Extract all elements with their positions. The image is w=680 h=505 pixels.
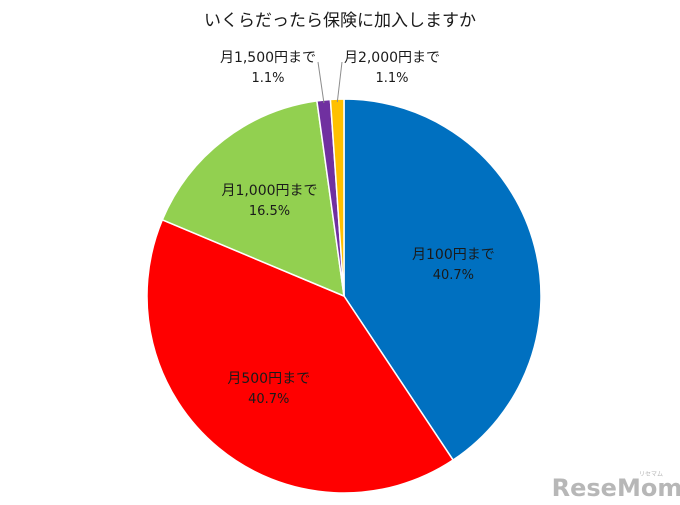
leader-line — [336, 61, 343, 103]
pie-slices — [146, 98, 542, 494]
leader-lines — [317, 61, 343, 104]
watermark-text: ReseMom — [552, 474, 680, 502]
leader-line — [317, 61, 325, 104]
resemom-logo: リセマム ReseMom — [552, 471, 680, 502]
slice-value-label: 1.1% — [251, 71, 284, 86]
slice-value-label: 16.5% — [249, 204, 290, 219]
slice-value-label: 1.1% — [375, 71, 408, 86]
chart-title: いくらだったら保険に加入しますか — [204, 11, 476, 31]
slice-label: 月1,500円まで — [220, 50, 316, 66]
slice-labels: 月100円まで 40.7% 月500円まで 40.7% 月1,000円まで 16.5% 月1… — [220, 50, 495, 407]
watermark-kana: リセマム — [639, 471, 663, 478]
slice-value-label: 40.7% — [248, 392, 289, 407]
slice-value-label: 40.7% — [433, 268, 474, 283]
slice-label: 月1,000円まで — [221, 183, 317, 199]
slice-label: 月2,000円まで — [344, 50, 440, 66]
pie-slice — [146, 218, 455, 494]
slice-label: 月100円まで — [412, 247, 495, 263]
pie-slice — [161, 100, 345, 298]
slice-label: 月500円まで — [227, 371, 310, 387]
